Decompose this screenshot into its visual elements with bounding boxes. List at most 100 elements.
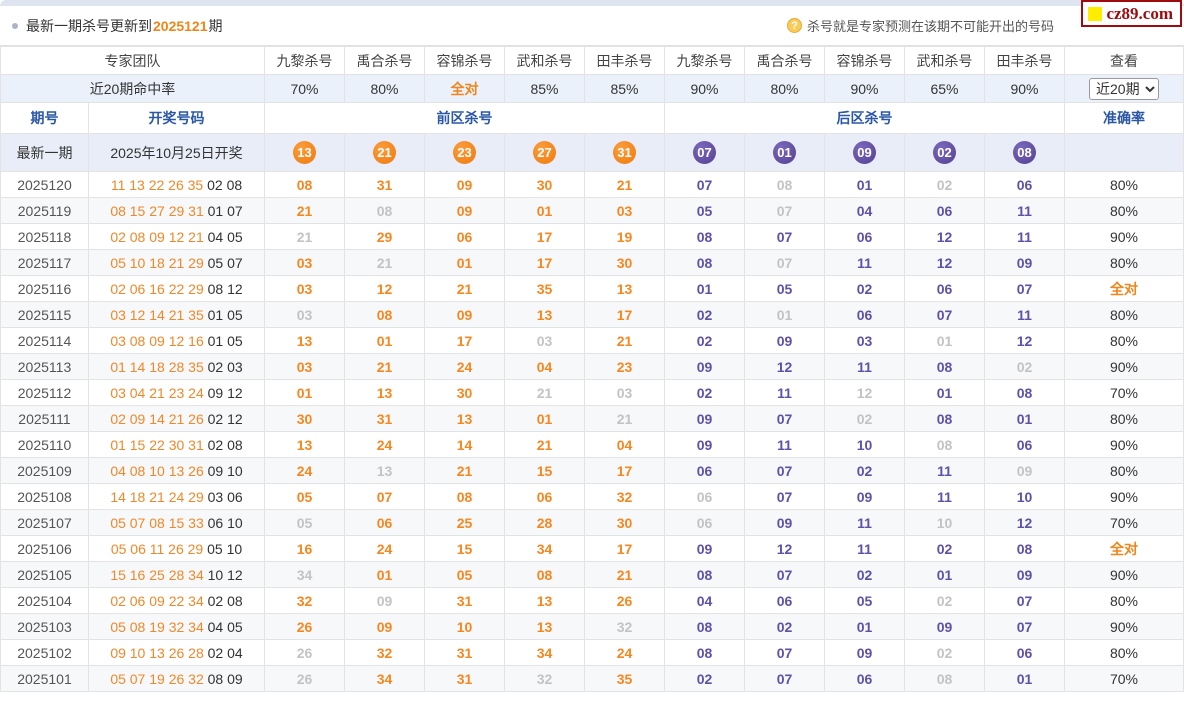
period-cell: 2025115 bbox=[0, 301, 89, 328]
back-kill-number: 08 bbox=[984, 535, 1065, 562]
front-kill-number: 06 bbox=[504, 483, 585, 510]
front-kill-number: 08 bbox=[344, 197, 425, 224]
front-kill-number: 01 bbox=[344, 327, 425, 354]
front-kill-number: 30 bbox=[584, 509, 665, 536]
back-kill-number: 08 bbox=[904, 431, 985, 458]
kill-row: 2025118 02 08 09 12 21 04 05 21 29 06 17 19 08 0… bbox=[0, 223, 1184, 250]
accuracy-cell: 90% bbox=[1064, 561, 1184, 588]
front-kill-number: 21 bbox=[504, 431, 585, 458]
front-kill-number: 05 bbox=[424, 561, 505, 588]
kill-row: 2025113 01 14 18 28 35 02 03 03 21 24 04 23 09 1… bbox=[0, 353, 1184, 380]
front-kill-ball: 27 bbox=[533, 141, 556, 164]
front-draw-numbers: 05 08 19 32 34 bbox=[110, 618, 204, 635]
front-kill-number: 09 bbox=[424, 197, 505, 224]
back-kill-number: 12 bbox=[744, 353, 825, 380]
back-kill-number: 06 bbox=[664, 509, 745, 536]
front-kill-number: 01 bbox=[424, 249, 505, 276]
front-draw-numbers: 03 08 09 12 16 bbox=[110, 332, 204, 349]
front-kill-number: 04 bbox=[584, 431, 665, 458]
back-kill-number: 09 bbox=[744, 509, 825, 536]
draw-numbers-cell: 03 08 09 12 16 01 05 bbox=[88, 327, 265, 354]
kill-row: 2025109 04 08 10 13 26 09 10 24 13 21 15 17 06 0… bbox=[0, 457, 1184, 484]
back-draw-numbers: 02 08 bbox=[203, 592, 243, 609]
back-draw-numbers: 08 09 bbox=[203, 670, 243, 687]
back-kill-number: 08 bbox=[744, 171, 825, 198]
front-kill-number: 03 bbox=[584, 197, 665, 224]
front-zone-label: 前区杀号 bbox=[264, 102, 665, 134]
period-cell: 2025116 bbox=[0, 275, 89, 302]
accuracy-cell: 80% bbox=[1064, 197, 1184, 224]
front-kill-number: 17 bbox=[504, 223, 585, 250]
front-kill-number: 09 bbox=[344, 587, 425, 614]
front-kill-number: 24 bbox=[264, 457, 345, 484]
back-kill-number: 07 bbox=[744, 249, 825, 276]
draw-numbers-cell: 03 04 21 23 24 09 12 bbox=[88, 379, 265, 406]
front-kill-number: 13 bbox=[264, 327, 345, 354]
back-kill-number: 09 bbox=[984, 561, 1065, 588]
front-kill-number: 03 bbox=[584, 379, 665, 406]
accuracy-cell: 80% bbox=[1064, 171, 1184, 198]
front-kill-number: 24 bbox=[424, 353, 505, 380]
front-kill-number: 31 bbox=[424, 639, 505, 666]
back-kill-number: 08 bbox=[904, 353, 985, 380]
back-kill-number: 02 bbox=[984, 353, 1065, 380]
back-kill-number: 08 bbox=[664, 561, 745, 588]
front-kill-number: 07 bbox=[344, 483, 425, 510]
zone-header-row: 期号 开奖号码 前区杀号 后区杀号 准确率 bbox=[0, 102, 1184, 134]
back-kill-ball: 07 bbox=[693, 141, 716, 164]
front-kill-number: 34 bbox=[344, 665, 425, 692]
back-kill-number: 02 bbox=[824, 457, 905, 484]
front-draw-numbers: 08 15 27 29 31 bbox=[110, 202, 204, 219]
accuracy-cell: 90% bbox=[1064, 431, 1184, 458]
back-draw-numbers: 01 07 bbox=[203, 202, 243, 219]
back-kill-number: 12 bbox=[824, 379, 905, 406]
front-kill-number: 26 bbox=[264, 639, 345, 666]
front-kill-number: 08 bbox=[344, 301, 425, 328]
draw-numbers-cell: 15 16 25 28 34 10 12 bbox=[88, 561, 265, 588]
front-draw-numbers: 15 16 25 28 34 bbox=[110, 566, 204, 583]
back-kill-number: 09 bbox=[664, 535, 745, 562]
back-draw-numbers: 01 05 bbox=[203, 332, 243, 349]
back-draw-numbers: 10 12 bbox=[203, 566, 243, 583]
period-cell: 2025111 bbox=[0, 405, 89, 432]
front-kill-number: 34 bbox=[504, 639, 585, 666]
view-label: 查看 bbox=[1064, 46, 1184, 75]
period-cell: 2025118 bbox=[0, 223, 89, 250]
front-kill-number: 12 bbox=[344, 275, 425, 302]
back-kill-ball: 08 bbox=[1013, 141, 1036, 164]
hit-rate-value: 70% bbox=[264, 74, 345, 103]
front-draw-numbers: 02 09 14 21 26 bbox=[110, 410, 204, 427]
question-mark-icon[interactable]: ? bbox=[786, 18, 802, 33]
expert-name: 武和杀号 bbox=[504, 46, 585, 75]
back-kill-number: 02 bbox=[904, 639, 985, 666]
front-kill-number: 30 bbox=[264, 405, 345, 432]
site-logo[interactable]: cz89.com bbox=[1081, 0, 1182, 27]
front-kill-number: 15 bbox=[504, 457, 585, 484]
front-draw-numbers: 05 10 18 21 29 bbox=[110, 254, 204, 271]
back-draw-numbers: 02 08 bbox=[203, 176, 243, 193]
front-kill-number: 21 bbox=[584, 561, 665, 588]
back-kill-number: 07 bbox=[744, 197, 825, 224]
front-kill-ball: 13 bbox=[293, 141, 316, 164]
front-draw-numbers: 03 12 14 21 35 bbox=[110, 306, 204, 323]
front-kill-number: 09 bbox=[424, 171, 505, 198]
front-kill-number: 05 bbox=[264, 483, 345, 510]
hit-rate-value: 90% bbox=[984, 74, 1065, 103]
accuracy-cell: 80% bbox=[1064, 457, 1184, 484]
front-kill-number: 21 bbox=[424, 275, 505, 302]
front-kill-number: 17 bbox=[504, 249, 585, 276]
back-kill-number: 01 bbox=[744, 301, 825, 328]
front-kill-number: 09 bbox=[424, 301, 505, 328]
back-kill-number: 11 bbox=[984, 223, 1065, 250]
period-cell: 2025110 bbox=[0, 431, 89, 458]
draw-column-label: 开奖号码 bbox=[88, 102, 265, 134]
view-range-select[interactable]: 近20期 bbox=[1089, 77, 1159, 100]
front-kill-number: 32 bbox=[584, 483, 665, 510]
team-label: 专家团队 bbox=[0, 46, 265, 75]
front-draw-numbers: 03 04 21 23 24 bbox=[110, 384, 204, 401]
view-range-cell: 近20期 bbox=[1064, 74, 1184, 103]
back-kill-number: 07 bbox=[744, 405, 825, 432]
period-cell: 2025119 bbox=[0, 197, 89, 224]
front-draw-numbers: 05 06 11 26 29 bbox=[110, 540, 204, 557]
latest-period-row: 最新一期 2025年10月25日开奖 13 21 23 27 31 07 01 … bbox=[0, 133, 1184, 172]
